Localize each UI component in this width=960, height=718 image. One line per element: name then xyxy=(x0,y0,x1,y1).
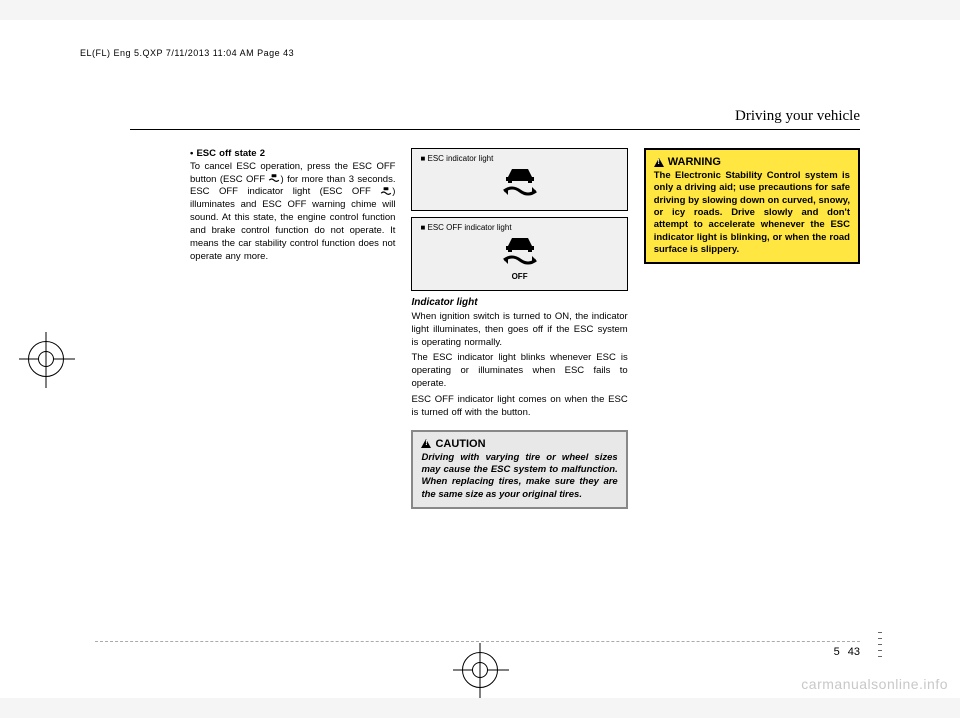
caution-triangle-icon xyxy=(421,439,431,448)
print-header: EL(FL) Eng 5.QXP 7/11/2013 11:04 AM Page… xyxy=(80,48,294,58)
manual-page: EL(FL) Eng 5.QXP 7/11/2013 11:04 AM Page… xyxy=(0,20,960,698)
page-number: 5 43 xyxy=(834,646,860,658)
section-title: Driving your vehicle xyxy=(130,108,860,130)
registration-mark-bottom xyxy=(462,652,498,688)
esc-off-indicator-icon-holder: OFF xyxy=(420,232,618,285)
indicator-p2: The ESC indicator light blinks whenever … xyxy=(411,352,627,390)
footer-dashline xyxy=(95,641,860,642)
caution-box: CAUTION Driving with varying tire or whe… xyxy=(411,430,627,509)
caution-head-text: CAUTION xyxy=(435,438,485,450)
esc-off-inline-icon-2 xyxy=(380,187,392,197)
esc-off-bullet: • ESC off state 2 xyxy=(190,148,265,159)
esc-indicator-icon-holder xyxy=(420,163,618,205)
column-1: • ESC off state 2 To cancel ESC operatio… xyxy=(130,148,395,509)
columns: • ESC off state 2 To cancel ESC operatio… xyxy=(130,148,860,509)
esc-indicator-box: ■ ESC indicator light xyxy=(411,148,627,211)
page-number-value: 43 xyxy=(848,646,860,658)
caution-text: Driving with varying tire or wheel sizes… xyxy=(421,452,617,501)
warning-triangle-icon xyxy=(654,158,664,167)
warning-text: The Electronic Stability Control system … xyxy=(654,170,850,256)
esc-off-inline-icon xyxy=(268,174,280,184)
column-2: ■ ESC indicator light ■ ESC OFF indicato… xyxy=(411,148,627,509)
car-skid-icon xyxy=(498,167,542,201)
chapter-number: 5 xyxy=(834,646,840,658)
content-area: Driving your vehicle • ESC off state 2 T… xyxy=(130,108,860,638)
corner-ticks xyxy=(868,632,882,662)
indicator-p3: ESC OFF indicator light comes on when th… xyxy=(411,394,627,420)
esc-off-body-1: To cancel ESC operation, press the ESC O… xyxy=(190,161,395,262)
esc-off-text: • ESC off state 2 To cancel ESC operatio… xyxy=(190,148,395,263)
warning-head-text: WARNING xyxy=(668,156,721,168)
indicator-p1: When ignition switch is turned to ON, th… xyxy=(411,311,627,349)
watermark: carmanualsonline.info xyxy=(801,676,948,692)
indicator-light-head: Indicator light xyxy=(411,297,627,308)
warning-box: WARNING The Electronic Stability Control… xyxy=(644,148,860,264)
caution-head: CAUTION xyxy=(421,438,617,450)
column-3: WARNING The Electronic Stability Control… xyxy=(644,148,860,509)
esc-off-indicator-label: ■ ESC OFF indicator light xyxy=(420,223,618,232)
off-text: OFF xyxy=(420,272,618,281)
registration-mark-left xyxy=(28,341,64,377)
esc-indicator-label: ■ ESC indicator light xyxy=(420,154,618,163)
car-skid-off-icon xyxy=(498,236,542,272)
warning-head: WARNING xyxy=(654,156,850,168)
esc-off-indicator-box: ■ ESC OFF indicator light OFF xyxy=(411,217,627,291)
